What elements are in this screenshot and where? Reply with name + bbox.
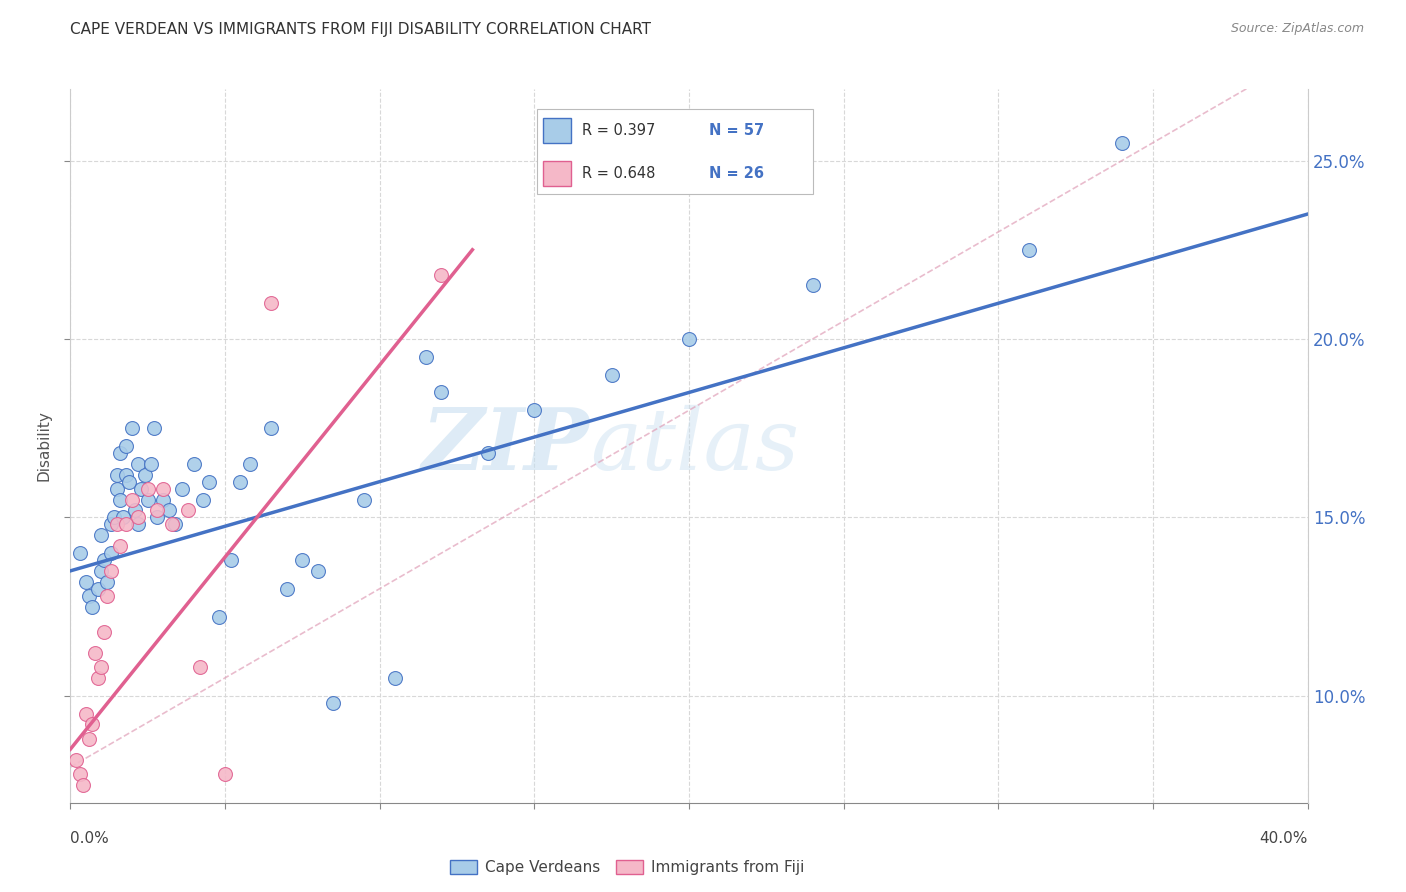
Point [162,517,184,532]
Point [177,503,200,517]
Point [801,278,824,293]
Point [96,589,118,603]
Point [1111,136,1133,150]
Text: atlas: atlas [591,405,799,487]
Point [96,574,118,589]
Text: 40.0%: 40.0% [1260,831,1308,847]
Point [108,492,131,507]
Point [1018,243,1040,257]
Point [198,475,221,489]
Point [600,368,623,382]
Point [165,517,187,532]
Text: Source: ZipAtlas.com: Source: ZipAtlas.com [1230,22,1364,36]
Point [100,564,122,578]
Point [430,385,453,400]
Text: N = 57: N = 57 [709,123,763,137]
Point [93,553,115,567]
Point [139,457,162,471]
Point [121,421,143,435]
Point [214,767,236,781]
Point [152,492,174,507]
Point [219,553,242,567]
Point [127,510,149,524]
Point [75,706,97,721]
Point [127,457,149,471]
Point [477,446,499,460]
Text: R = 0.397: R = 0.397 [582,123,655,137]
Point [157,503,180,517]
Point [146,503,169,517]
FancyBboxPatch shape [543,118,571,143]
Point [69,546,91,560]
Point [103,510,125,524]
Point [90,564,112,578]
Text: R = 0.648: R = 0.648 [582,166,655,180]
Point [131,482,153,496]
Point [87,671,110,685]
Point [430,268,453,282]
Point [193,492,215,507]
FancyBboxPatch shape [543,161,571,186]
Point [260,421,283,435]
Point [276,582,298,596]
Point [90,528,112,542]
Point [136,492,159,507]
Legend: Cape Verdeans, Immigrants from Fiji: Cape Verdeans, Immigrants from Fiji [450,861,804,875]
Point [75,574,97,589]
Point [134,467,156,482]
Point [118,475,141,489]
Point [183,457,205,471]
Point [105,482,128,496]
Point [260,296,283,310]
Text: 0.0%: 0.0% [70,831,110,847]
Point [111,510,134,524]
Point [72,778,94,792]
Point [100,546,122,560]
Point [415,350,437,364]
Point [84,646,107,660]
Point [105,467,128,482]
Point [188,660,211,674]
Point [115,439,138,453]
Point [523,403,546,417]
Point [65,753,87,767]
Point [108,446,131,460]
Point [152,482,174,496]
Point [322,696,344,710]
Point [108,539,131,553]
Point [69,767,91,781]
Point [146,510,169,524]
Point [124,503,146,517]
Point [291,553,314,567]
Point [142,421,165,435]
Point [384,671,406,685]
Point [80,599,103,614]
Point [353,492,375,507]
Point [136,482,159,496]
Text: ZIP: ZIP [422,404,591,488]
Text: N = 26: N = 26 [709,166,763,180]
Y-axis label: Disability: Disability [37,410,52,482]
FancyBboxPatch shape [537,109,813,194]
Point [127,517,149,532]
Point [77,731,100,746]
Point [170,482,193,496]
Text: CAPE VERDEAN VS IMMIGRANTS FROM FIJI DISABILITY CORRELATION CHART: CAPE VERDEAN VS IMMIGRANTS FROM FIJI DIS… [70,22,651,37]
Point [105,517,128,532]
Point [121,492,143,507]
Point [93,624,115,639]
Point [678,332,700,346]
Point [87,582,110,596]
Point [115,517,138,532]
Point [229,475,252,489]
Point [77,589,100,603]
Point [115,467,138,482]
Point [208,610,231,624]
Point [307,564,329,578]
Point [90,660,112,674]
Point [100,517,122,532]
Point [239,457,262,471]
Point [80,717,103,731]
